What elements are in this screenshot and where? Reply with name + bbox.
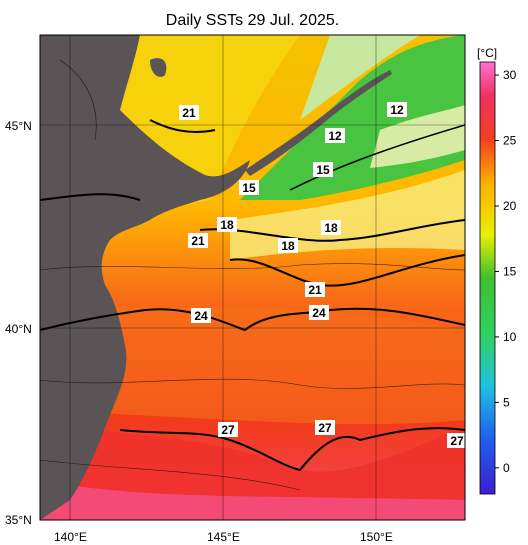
contour-label-box <box>305 282 325 297</box>
contour-label-box <box>239 180 259 195</box>
contour-label: 21 <box>308 283 322 297</box>
contour-label-box <box>188 233 208 248</box>
contour-line <box>119 427 465 472</box>
contour-label: 21 <box>191 234 205 248</box>
contour-label-box <box>325 128 345 143</box>
contour-label: 18 <box>324 221 338 235</box>
contour-label-box <box>191 308 211 323</box>
colorbar-tick-label: 30 <box>503 68 517 82</box>
lon-label: 150°E <box>360 530 393 544</box>
contour-label-box <box>179 105 199 120</box>
lon-label: 145°E <box>207 530 240 544</box>
contour-line <box>40 59 465 491</box>
lon-label: 140°E <box>54 530 87 544</box>
contour-label: 12 <box>390 103 404 117</box>
contour-label: 24 <box>312 306 326 320</box>
contour-label: 15 <box>316 163 330 177</box>
colorbar-tick-label: 20 <box>503 199 517 213</box>
map-field <box>40 35 465 520</box>
lat-label: 35°N <box>5 513 32 527</box>
contour-label: 27 <box>221 423 235 437</box>
contour-label-box <box>387 102 407 117</box>
map-frame <box>39 34 466 521</box>
contour-label-box <box>218 422 238 437</box>
lat-label: 45°N <box>5 119 32 133</box>
contour-line <box>40 307 465 332</box>
contour-label-box <box>321 220 341 235</box>
colorbar-tick-label: 25 <box>503 134 517 148</box>
colorbar-tick-label: 0 <box>503 461 510 475</box>
contour-label: 27 <box>450 434 464 448</box>
contour-label-box <box>313 162 333 177</box>
contour-label: 15 <box>242 181 256 195</box>
contour-label: 18 <box>281 239 295 253</box>
contour-label-box <box>447 433 467 448</box>
contour-label-box <box>217 217 237 232</box>
map-title: Daily SSTs 29 Jul. 2025. <box>165 12 340 29</box>
graticule <box>40 35 465 520</box>
contour-labels: 21 12 12 15 15 18 21 18 18 21 24 24 27 27 27 <box>179 102 467 448</box>
contour-line <box>289 124 465 191</box>
lat-label: 40°N <box>5 322 32 336</box>
contour-label: 12 <box>328 129 342 143</box>
colorbar-scale <box>479 61 496 495</box>
colorbar-tick-label: 5 <box>503 395 510 409</box>
contour-line <box>40 119 216 201</box>
contour-label: 27 <box>318 421 332 435</box>
colorbar-unit: [°C] <box>477 46 497 60</box>
contour-label: 21 <box>182 106 196 120</box>
contour-label-box <box>278 238 298 253</box>
colorbar-tick-label: 10 <box>503 330 517 344</box>
contour-label: 24 <box>194 309 208 323</box>
contour-line <box>199 219 465 242</box>
kuril-islands <box>245 70 392 176</box>
colorbar-tick-label: 15 <box>503 264 517 278</box>
contour-label-box <box>309 305 329 320</box>
land-mass <box>40 35 250 520</box>
contour-label-box <box>315 420 335 435</box>
colorbar: [°C] 30 25 20 15 10 5 0 <box>477 46 517 495</box>
contour-label: 18 <box>220 218 234 232</box>
